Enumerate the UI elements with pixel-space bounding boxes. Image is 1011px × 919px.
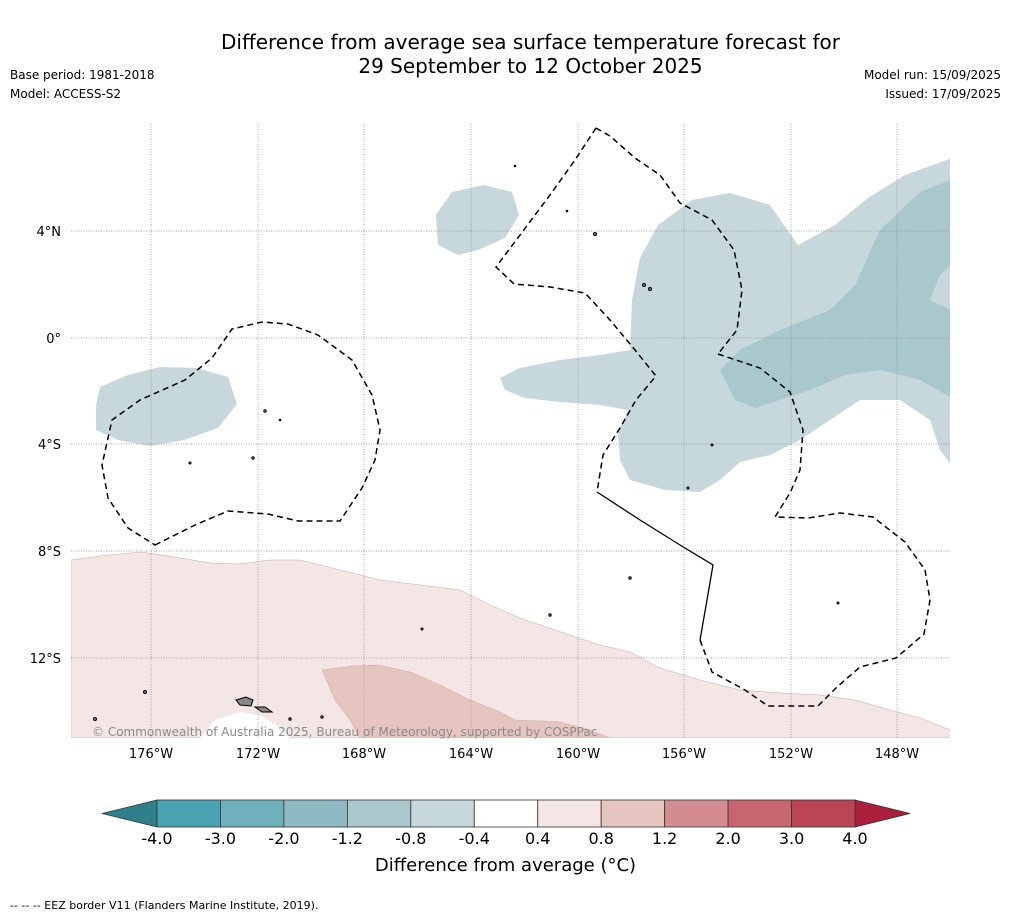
island-upolu — [253, 706, 274, 713]
meta-right: Model run: 15/09/2025 Issued: 17/09/2025 — [864, 66, 1001, 104]
colorbar-segment — [410, 799, 475, 828]
colorbar-tick-label: 0.4 — [525, 829, 550, 848]
colorbar-tick-label: 0.8 — [588, 829, 613, 848]
colorbar-segment — [156, 799, 221, 828]
lon-label-148w: 148°W — [875, 747, 919, 762]
cool-anomaly-east-core — [720, 180, 950, 408]
eez-border-line-islands-south — [699, 353, 931, 707]
colorbar-segment — [473, 799, 539, 828]
eez-border-kiribati-phoenix — [101, 321, 381, 546]
colorbar-segment — [346, 799, 412, 828]
colorbar-right-arrow — [854, 799, 911, 828]
cool-anomaly-east — [500, 158, 950, 492]
lon-label-164w: 164°W — [449, 747, 493, 762]
colorbar-segment — [220, 799, 285, 828]
colorbar-tick-label: -1.2 — [332, 829, 363, 848]
colorbar: -4.0 -3.0 -2.0 -1.2 -0.8 -0.4 0.4 0.8 1.2 2.0 3.0 4… — [101, 799, 911, 848]
lon-label-172w: 172°W — [236, 747, 280, 762]
chart-title: Difference from average sea surface temp… — [0, 30, 1011, 78]
copyright-notice: © Commonwealth of Australia 2025, Bureau… — [92, 725, 597, 739]
colorbar-segment — [791, 799, 856, 828]
colorbar-segment — [537, 799, 602, 828]
islands — [93, 164, 840, 721]
lat-label-4s: 4°S — [38, 438, 61, 453]
lat-label-4n: 4°N — [37, 225, 62, 240]
cool-anomaly-north-island — [436, 185, 519, 255]
meta-left: Base period: 1981-2018 Model: ACCESS-S2 — [10, 66, 155, 104]
colorbar-tick-label: 1.2 — [652, 829, 677, 848]
colorbar-tick-label: -3.0 — [205, 829, 236, 848]
eez-border-kiribati-line-north — [595, 127, 743, 355]
eez-borders — [101, 127, 931, 707]
lat-label-0: 0° — [46, 332, 61, 347]
colorbar-tick-label: 2.0 — [715, 829, 740, 848]
title-line-1: Difference from average sea surface temp… — [220, 30, 840, 54]
colorbar-tick-label: -0.4 — [459, 829, 490, 848]
cool-anomaly-west — [96, 367, 237, 446]
lat-label-8s: 8°S — [38, 545, 61, 560]
colorbar-tick-label: -2.0 — [268, 829, 299, 848]
colorbar-tick-label: 4.0 — [842, 829, 867, 848]
model-name: Model: ACCESS-S2 — [10, 87, 122, 101]
title-line-2: 29 September to 12 October 2025 — [358, 54, 703, 78]
lat-label-12s: 12°S — [30, 652, 61, 667]
colorbar-left-arrow — [101, 799, 158, 828]
maritime-boundary-solid — [596, 491, 714, 641]
island-savaii — [235, 696, 254, 707]
model-run: Model run: 15/09/2025 — [863, 68, 1001, 82]
colorbar-tick-label: 3.0 — [779, 829, 804, 848]
latitude-labels: 4°N 0° 4°S 8°S 12°S — [30, 225, 61, 667]
warm-anomaly-south — [71, 551, 950, 738]
colorbar-title: Difference from average (°C) — [374, 855, 637, 876]
anomaly-fields — [71, 158, 950, 738]
colorbar-segment — [600, 799, 666, 828]
lon-label-176w: 176°W — [129, 747, 173, 762]
lon-label-152w: 152°W — [769, 747, 813, 762]
longitude-labels: 176°W 172°W 168°W 164°W 160°W 156°W 152°… — [129, 747, 919, 762]
colorbar-tick-label: -4.0 — [141, 829, 172, 848]
base-period: Base period: 1981-2018 — [10, 68, 155, 82]
lon-label-168w: 168°W — [342, 747, 386, 762]
colorbar-segment — [283, 799, 348, 828]
graticule — [71, 124, 950, 738]
issued-date: Issued: 17/09/2025 — [885, 87, 1001, 101]
warm-anomaly-core — [321, 664, 611, 738]
colorbar-segment — [664, 799, 729, 828]
colorbar-tick-label: -0.8 — [395, 829, 426, 848]
lon-label-160w: 160°W — [556, 747, 600, 762]
colorbar-segment — [727, 799, 792, 828]
eez-legend: -- -- -- EEZ border V11 (Flanders Marine… — [10, 899, 319, 912]
lon-label-156w: 156°W — [662, 747, 706, 762]
